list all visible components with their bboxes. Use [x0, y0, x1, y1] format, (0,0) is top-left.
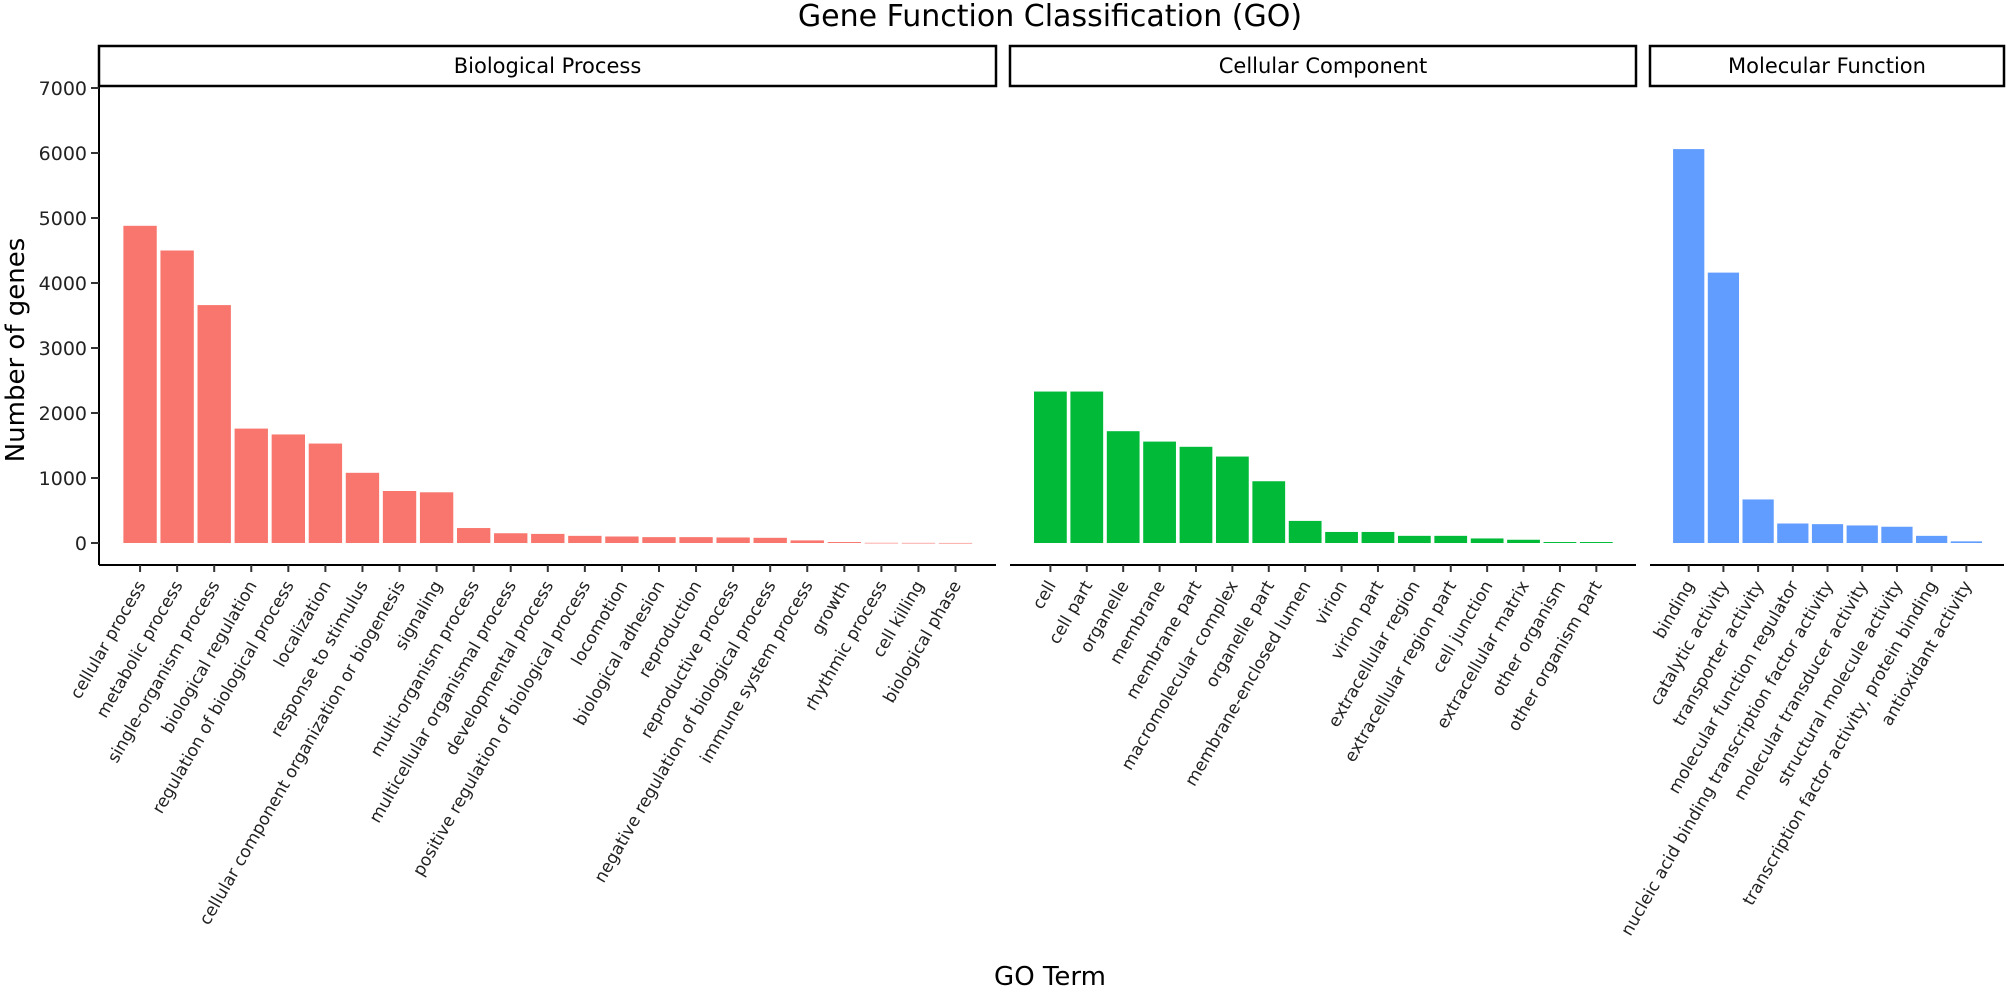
bar-extracellular-region	[1397, 535, 1431, 543]
bar-other-organism-part	[1579, 542, 1613, 543]
bar-negative-regulation-of-biological-process	[753, 537, 787, 543]
bar-biological-regulation	[234, 428, 268, 543]
bar-cell	[1034, 391, 1067, 543]
bar-single-organism-process	[197, 305, 231, 543]
bar-nucleic-acid-binding-transcription-factor-activity	[1811, 524, 1844, 543]
bar-catalytic-activity	[1707, 272, 1740, 543]
bar-positive-regulation-of-biological-process	[568, 535, 602, 543]
bar-cell-part	[1070, 391, 1104, 543]
bar-antioxidant-activity	[1950, 541, 1982, 543]
bar-virion-part	[1361, 531, 1395, 543]
bar-immune-system-process	[790, 540, 824, 543]
bar-response-to-stimulus	[345, 472, 380, 543]
bar-binding	[1673, 149, 1705, 543]
bar-molecular-transducer-activity	[1846, 525, 1878, 543]
y-tick-label: 1000	[39, 468, 87, 490]
bar-cellular-process	[123, 225, 157, 544]
facet-strip	[1008, 44, 1638, 88]
y-tick-label: 6000	[39, 143, 87, 165]
bar-membrane	[1143, 441, 1176, 543]
bar-cell-junction	[1470, 538, 1504, 543]
x-tick-label: negative regulation of biological proces…	[591, 577, 781, 886]
bar-rhythmic-process	[864, 542, 899, 544]
chart-title: Gene Function Classification (GO)	[798, 0, 1302, 34]
facet-strip-label: Cellular Component	[1219, 54, 1428, 78]
y-tick-label: 2000	[39, 403, 87, 425]
y-axis: 0 1000 2000 3000 4000 5000 6000 7000	[39, 78, 100, 565]
bar-virion	[1325, 531, 1358, 543]
bar-growth	[827, 542, 862, 543]
bar-biological-phase	[938, 542, 973, 544]
facet-strip	[97, 44, 998, 88]
y-axis-title: Number of genes	[1, 238, 31, 463]
y-tick-label: 5000	[39, 208, 87, 230]
bar-metabolic-process	[160, 250, 194, 543]
x-axis-title: GO Term	[994, 962, 1106, 987]
bar-cell-killing	[901, 542, 936, 544]
bar-multi-organism-process	[456, 528, 491, 543]
y-tick-label: 4000	[39, 273, 87, 295]
bar-reproduction	[679, 537, 713, 543]
bar-locomotion	[605, 536, 639, 543]
bar-regulation-of-biological-process	[271, 434, 306, 543]
bar-multicellular-organismal-process	[494, 533, 528, 543]
bar-transporter-activity	[1742, 499, 1774, 543]
bar-cellular-component-organization-or-biogenesis	[382, 491, 417, 543]
bar-macromolecular-complex	[1215, 456, 1249, 543]
y-tick-label: 7000	[39, 78, 87, 100]
bar-membrane-enclosed-lumen	[1288, 520, 1322, 543]
bar-organelle-part	[1252, 481, 1286, 543]
y-tick-label: 0	[75, 533, 87, 555]
bar-extracellular-region-part	[1434, 535, 1468, 543]
bar-localization	[308, 443, 343, 543]
facet-strip-label: Molecular Function	[1728, 54, 1926, 78]
facet-strip	[1648, 44, 2006, 88]
x-tick-label: cell	[1029, 578, 1061, 613]
facet-strip-label: Biological Process	[454, 54, 642, 78]
bar-molecular-function-regulator	[1777, 523, 1809, 543]
bar-extracellular-matrix	[1507, 539, 1540, 543]
bar-membrane-part	[1179, 446, 1213, 543]
bar-organelle	[1106, 431, 1140, 543]
y-tick-label: 3000	[39, 338, 87, 360]
bar-reproductive-process	[716, 537, 750, 543]
bar-transcription-factor-activity-protein-binding	[1916, 535, 1948, 543]
bar-biological-adhesion	[642, 537, 676, 543]
bar-structural-molecule-activity	[1881, 526, 1913, 543]
bar-developmental-process	[531, 533, 565, 543]
bar-signaling	[419, 492, 454, 543]
bar-other-organism	[1543, 542, 1577, 543]
